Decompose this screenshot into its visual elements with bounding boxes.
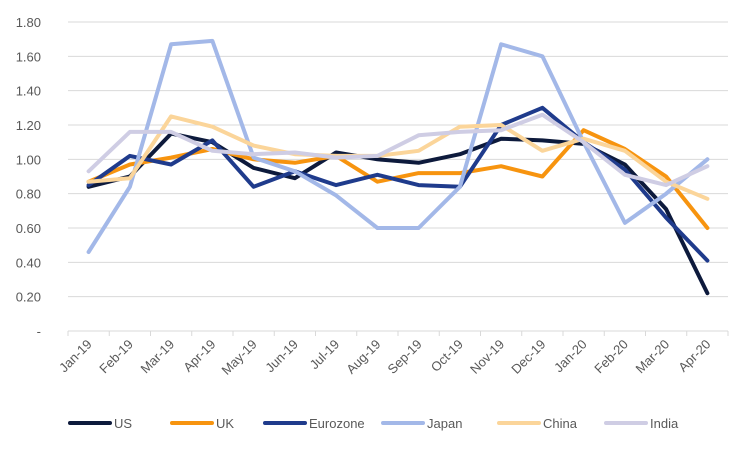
legend-label: Japan	[427, 416, 462, 431]
y-tick-label: 1.40	[16, 84, 41, 99]
series-line-japan	[86, 38, 710, 254]
legend-label: US	[114, 416, 132, 431]
x-tick-label: Jan-20	[551, 337, 590, 376]
x-tick-label: May-19	[218, 337, 259, 378]
y-tick-label: 1.20	[16, 118, 41, 133]
x-tick-label: Apr-20	[675, 337, 713, 375]
x-tick-label: Feb-20	[591, 337, 631, 377]
x-tick-label: Feb-19	[96, 337, 136, 377]
y-tick-label: 0.80	[16, 187, 41, 202]
x-tick-label: Oct-19	[428, 337, 466, 375]
series-line-eurozone	[86, 105, 710, 263]
series-line-china	[86, 114, 710, 201]
x-tick-label: Apr-19	[180, 337, 218, 375]
y-tick-label: 1.80	[16, 15, 41, 30]
y-tick-label: 0.40	[16, 255, 41, 270]
legend-label: Eurozone	[309, 416, 365, 431]
legend-label: India	[650, 416, 679, 431]
y-tick-label: 0.60	[16, 221, 41, 236]
x-tick-label: Sep-19	[384, 337, 424, 377]
x-tick-label: Mar-20	[633, 337, 673, 377]
x-tick-label: Aug-19	[343, 337, 383, 377]
y-tick-label: 1.00	[16, 152, 41, 167]
legend: US UK Eurozone Japan China India	[68, 416, 679, 431]
x-tick-label: Jan-19	[56, 337, 95, 376]
legend-label: China	[543, 416, 578, 431]
x-tick-label: Mar-19	[138, 337, 178, 377]
x-tick-label: Jul-19	[307, 337, 343, 373]
y-tick-label: 1.60	[16, 49, 41, 64]
x-tick-label: Nov-19	[467, 337, 507, 377]
series-lines	[86, 38, 710, 296]
legend-label: UK	[216, 416, 234, 431]
x-tick-label: Jun-19	[262, 337, 301, 376]
series-line-india	[86, 112, 710, 188]
y-tick-label: 0.20	[16, 290, 41, 305]
x-tick-label: Dec-19	[508, 337, 548, 377]
y-tick-label: -	[37, 324, 41, 339]
